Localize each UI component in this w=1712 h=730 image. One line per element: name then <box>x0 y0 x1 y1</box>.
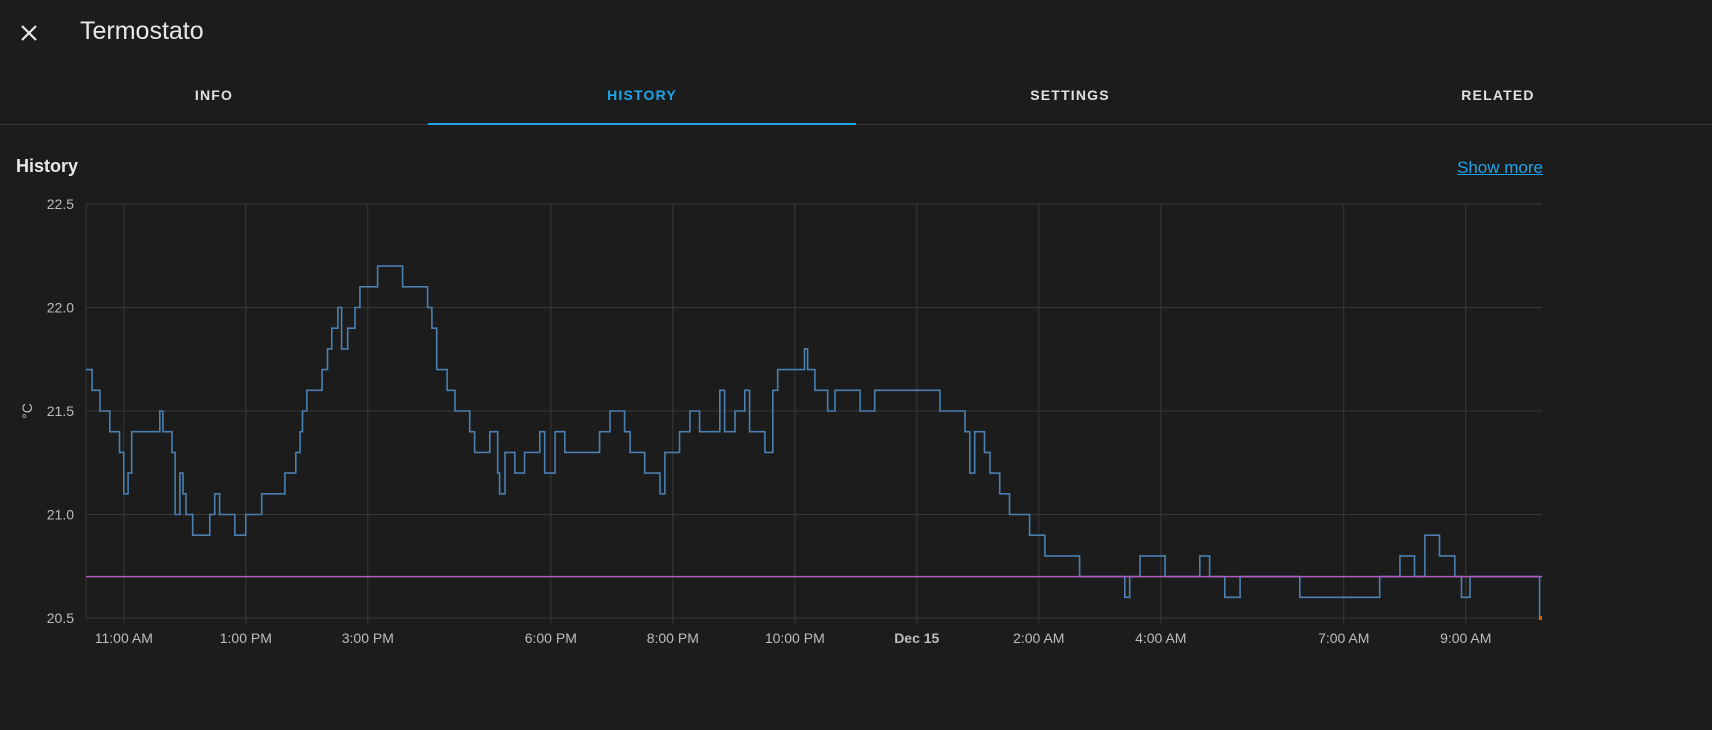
y-axis-label: °C <box>19 403 35 419</box>
x-tick-label: 9:00 AM <box>1440 630 1491 646</box>
x-tick-label: Dec 15 <box>894 630 939 646</box>
y-tick-label: 20.5 <box>47 610 74 626</box>
close-icon <box>21 25 37 41</box>
x-tick-label: 2:00 AM <box>1013 630 1064 646</box>
y-tick-label: 22.0 <box>47 300 74 316</box>
tab-info[interactable]: INFO <box>194 87 234 103</box>
series-current_temperature <box>86 265 1542 619</box>
x-tick-label: 4:00 AM <box>1135 630 1186 646</box>
x-tick-label: 11:00 AM <box>95 630 153 646</box>
tab-related[interactable]: RELATED <box>1461 87 1535 103</box>
x-tick-label: 10:00 PM <box>765 630 825 646</box>
tab-history[interactable]: HISTORY <box>428 64 856 125</box>
tab-bar: INFO HISTORY SETTINGS RELATED <box>0 64 1712 125</box>
dialog-header: Termostato <box>0 0 1712 64</box>
y-tick-label: 21.0 <box>47 507 74 523</box>
y-tick-label: 22.5 <box>47 196 74 212</box>
x-tick-label: 3:00 PM <box>342 630 394 646</box>
close-button[interactable] <box>14 18 44 48</box>
tab-settings[interactable]: SETTINGS <box>1030 87 1110 103</box>
x-tick-label: 6:00 PM <box>525 630 577 646</box>
x-tick-label: 7:00 AM <box>1318 630 1369 646</box>
show-more-link[interactable]: Show more <box>1457 158 1543 177</box>
y-tick-label: 21.5 <box>47 403 74 419</box>
x-tick-label: 1:00 PM <box>220 630 272 646</box>
history-title: History <box>16 156 79 176</box>
dialog-title: Termostato <box>80 17 204 45</box>
x-tick-label: 8:00 PM <box>647 630 699 646</box>
